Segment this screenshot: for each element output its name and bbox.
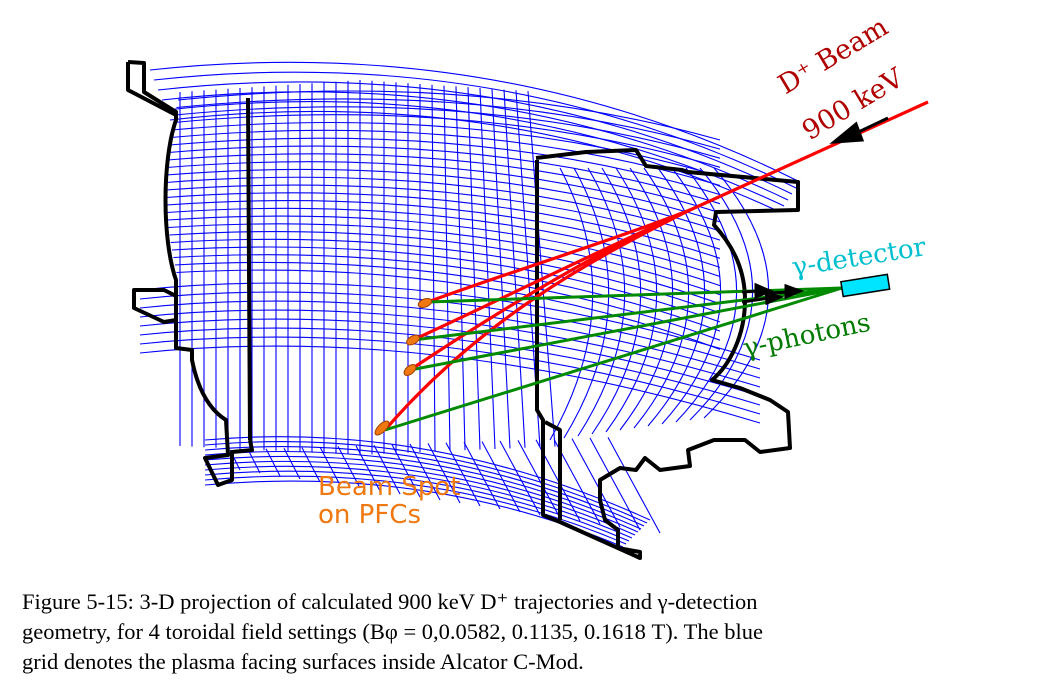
beam-spot-1 xyxy=(417,298,433,308)
grid-wall-arc xyxy=(173,114,721,168)
caption-line-2: geometry, for 4 toroidal field settings … xyxy=(22,619,763,644)
grid-vertical-line xyxy=(455,86,466,451)
front-cut-outline xyxy=(126,62,177,117)
grid-floor-line xyxy=(427,443,461,504)
grid-vertical-line xyxy=(527,91,556,447)
grid-outer-arc xyxy=(633,167,690,429)
grid-roof-arc xyxy=(153,71,797,189)
grid-outer-arc xyxy=(577,167,626,437)
grid-wall-arc xyxy=(170,238,721,314)
left-cut-outline xyxy=(127,60,254,487)
tokamak-diagram xyxy=(126,60,929,560)
grid-floor-line xyxy=(517,440,561,519)
grid-outer-arc xyxy=(661,167,722,425)
grid-outer-arc xyxy=(549,167,594,441)
grid-floor-line xyxy=(463,441,501,510)
grid-floor-line xyxy=(409,443,441,501)
grid-shelf-arc xyxy=(139,300,761,379)
grid-floor-line xyxy=(265,448,281,477)
grid-floor-arc xyxy=(204,475,627,545)
beam-spot-2 xyxy=(406,334,420,346)
grid-wall-arc xyxy=(168,223,721,296)
grid-vertical-line xyxy=(491,88,511,449)
grid-floor-line xyxy=(373,444,401,495)
center-cut-outline xyxy=(535,148,800,560)
beam-spot-label-line1: Beam Spot xyxy=(318,472,461,502)
photon-arrowhead-3 xyxy=(784,283,805,300)
grid-outer-arc xyxy=(605,167,658,433)
caption-line-1: Figure 5-15: 3-D projection of calculate… xyxy=(22,589,758,614)
gamma-detector-icon xyxy=(840,273,891,298)
grid-roof-arc xyxy=(169,110,781,213)
grid-floor-arc xyxy=(204,455,639,533)
photon-arrowhead-2 xyxy=(764,289,784,306)
grid-floor-line xyxy=(301,447,321,483)
pfc-wireframe-grid xyxy=(139,61,801,548)
grid-floor-arc xyxy=(204,450,642,530)
grid-floor-line xyxy=(499,440,541,516)
grid-floor-arc xyxy=(204,436,651,521)
grid-wall-arc xyxy=(177,90,721,141)
grid-shelf-arc xyxy=(139,345,761,424)
grid-outer-arc xyxy=(619,167,674,431)
beam-spot-4 xyxy=(374,420,390,436)
grid-floor-line xyxy=(571,438,621,528)
grid-floor-line xyxy=(283,447,301,480)
grid-outer-arc xyxy=(591,167,642,435)
photon-ray-4 xyxy=(384,286,843,432)
grid-floor-line xyxy=(391,444,421,498)
beam-direction-arrowhead xyxy=(829,121,865,144)
grid-floor-line xyxy=(247,449,261,474)
grid-outer-arc xyxy=(647,167,706,427)
grid-wall-arc xyxy=(174,106,721,159)
beam-trajectory-1 xyxy=(689,100,929,212)
grid-floor-line xyxy=(319,446,341,486)
grid-floor-arc xyxy=(204,441,648,524)
figure-caption: Figure 5-15: 3-D projection of calculate… xyxy=(22,587,1037,677)
beam-trajectories xyxy=(383,100,929,432)
beam-trajectory-2 xyxy=(427,208,691,304)
grid-wall-arc xyxy=(171,121,721,177)
grid-wall-arc xyxy=(171,246,721,323)
grid-outer-arc xyxy=(563,167,610,439)
grid-floor-arc xyxy=(204,465,633,539)
grid-floor-line xyxy=(589,437,641,531)
grid-floor-line xyxy=(481,441,521,513)
beam-spot-3 xyxy=(403,364,417,376)
grid-wall-arc xyxy=(173,254,721,332)
grid-vertical-line xyxy=(443,85,451,451)
beam-trajectory-5 xyxy=(409,208,691,372)
grid-floor-arc xyxy=(204,446,645,527)
grid-floor-line xyxy=(607,437,661,534)
beam-spot-label-line2: on PFCs xyxy=(318,500,421,530)
grid-floor-arc xyxy=(204,470,630,542)
beam-spots xyxy=(374,298,433,436)
caption-line-3: grid denotes the plasma facing surfaces … xyxy=(22,649,584,674)
inner-bottom-outline xyxy=(544,420,562,520)
grid-wall-arc xyxy=(176,98,721,150)
photon-arrowhead-1 xyxy=(754,282,774,300)
grid-outer-arc xyxy=(689,167,754,421)
grid-floor-line xyxy=(445,442,481,507)
grid-vertical-line xyxy=(431,84,436,452)
direction-arrows xyxy=(741,116,889,306)
photon-ray-1 xyxy=(427,286,843,304)
inner-vertical-outline xyxy=(246,97,252,441)
grid-vertical-line xyxy=(479,87,496,450)
grid-vertical-line xyxy=(467,87,481,450)
grid-shelf-arc xyxy=(139,309,761,388)
grid-roof-arc xyxy=(149,61,801,183)
vessel-outline xyxy=(126,60,800,560)
grid-floor-line xyxy=(337,446,361,489)
grid-wall-arc xyxy=(167,153,721,214)
grid-wall-arc xyxy=(174,261,721,341)
grid-shelf-arc xyxy=(139,336,761,415)
grid-floor-line xyxy=(355,445,381,492)
